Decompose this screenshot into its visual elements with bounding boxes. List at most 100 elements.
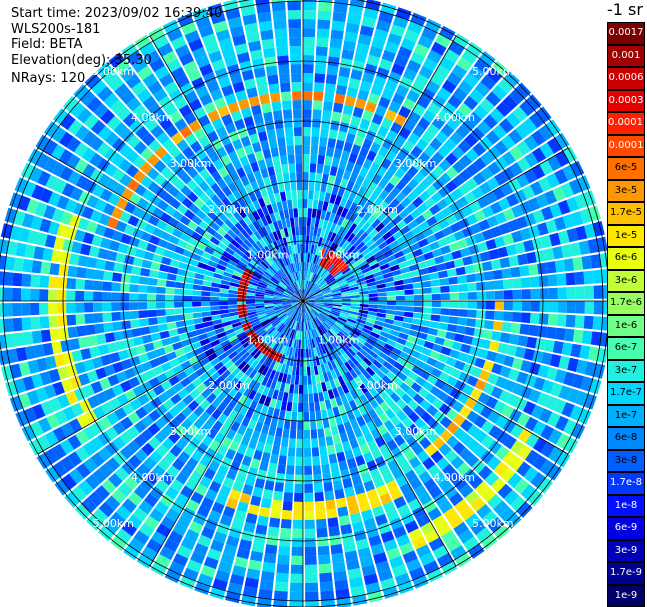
beta-cell (228, 387, 238, 399)
beta-cell (246, 295, 256, 299)
beta-cell (404, 29, 420, 43)
beta-cell (104, 332, 116, 343)
beta-cell (304, 456, 312, 466)
beta-cell (260, 168, 269, 179)
beta-cell (320, 324, 328, 333)
beta-cell (222, 343, 233, 352)
beta-cell (243, 144, 254, 156)
beta-cell (301, 289, 303, 298)
beta-cell (147, 309, 157, 318)
beta-cell (163, 249, 174, 259)
beta-cell (472, 142, 487, 157)
beta-cell (66, 314, 77, 326)
beta-cell (295, 253, 299, 263)
beta-cell (485, 301, 495, 310)
beta-cell (584, 301, 594, 315)
beta-cell (195, 209, 207, 220)
beta-cell (300, 321, 302, 331)
beta-cell (275, 287, 285, 293)
beta-cell (297, 348, 301, 358)
beta-cell (211, 408, 222, 420)
beta-cell (293, 510, 303, 520)
beta-cell (309, 310, 316, 319)
beta-cell (255, 240, 264, 250)
beta-cell (493, 461, 509, 477)
beta-cell (117, 349, 129, 361)
beta-cell (331, 185, 340, 196)
beta-cell (307, 262, 311, 272)
ppi-plot: 1.00km1.00km1.00km1.00km2.00km2.00km2.00… (0, 0, 607, 607)
beta-cell (510, 266, 521, 278)
beta-cell (277, 55, 289, 66)
beta-cell (73, 84, 90, 101)
beta-cell (494, 171, 508, 186)
beta-cell (283, 209, 290, 219)
beta-cell (283, 316, 290, 325)
beta-cell (64, 199, 78, 213)
beta-cell (75, 446, 90, 462)
beta-cell (443, 193, 456, 206)
beta-cell (335, 396, 343, 407)
beta-cell (315, 55, 327, 66)
beta-cell (421, 209, 434, 220)
beta-cell (368, 293, 378, 298)
beta-cell (237, 310, 248, 315)
beta-cell (365, 582, 381, 594)
beta-cell (346, 429, 356, 441)
beta-cell (235, 370, 245, 381)
beta-cell (482, 329, 493, 340)
beta-cell (88, 245, 100, 258)
beta-cell (126, 245, 138, 256)
beta-cell (201, 251, 212, 260)
beta-cell (263, 443, 273, 454)
beta-cell (239, 155, 250, 167)
beta-cell (259, 93, 271, 105)
beta-cell (159, 117, 173, 131)
beta-cell (0, 287, 4, 301)
beta-cell (210, 287, 220, 293)
beta-cell (358, 283, 368, 289)
beta-cell (305, 298, 315, 301)
beta-cell (446, 116, 461, 131)
beta-cell (402, 346, 413, 355)
colorbar-tick-label: 6e-8 (614, 432, 638, 443)
beta-cell (298, 271, 301, 281)
beta-cell (344, 31, 358, 43)
beta-cell (204, 246, 215, 255)
beta-cell (48, 397, 62, 412)
beta-cell (136, 553, 153, 569)
beta-cell (340, 394, 349, 405)
beta-cell (430, 367, 442, 378)
beta-cell (289, 284, 296, 292)
beta-cell (323, 297, 333, 300)
beta-cell (39, 316, 50, 329)
beta-cell (212, 420, 223, 432)
beta-cell (208, 460, 220, 473)
beta-cell (153, 384, 165, 396)
beta-cell (261, 345, 270, 355)
beta-cell (255, 298, 264, 301)
beta-cell (233, 391, 243, 402)
beta-cell (168, 328, 179, 337)
beta-cell (321, 334, 327, 344)
beta-cell (187, 153, 200, 166)
beta-cell (276, 362, 283, 373)
beta-cell (404, 295, 414, 301)
beta-cell (379, 401, 390, 412)
beta-cell (305, 271, 308, 281)
beta-cell (83, 359, 95, 372)
beta-cell (305, 297, 315, 301)
beta-cell (136, 88, 152, 103)
beta-cell (438, 218, 450, 230)
beta-cell (378, 200, 389, 212)
beta-cell (312, 118, 321, 128)
beta-cell (329, 166, 338, 177)
beta-cell (555, 415, 569, 432)
beta-cell (281, 267, 288, 276)
beta-cell (312, 109, 322, 119)
beta-cell (502, 450, 517, 466)
beta-cell (442, 364, 454, 375)
beta-cell (303, 262, 305, 271)
beta-cell (304, 564, 318, 574)
beta-cell (304, 321, 307, 331)
